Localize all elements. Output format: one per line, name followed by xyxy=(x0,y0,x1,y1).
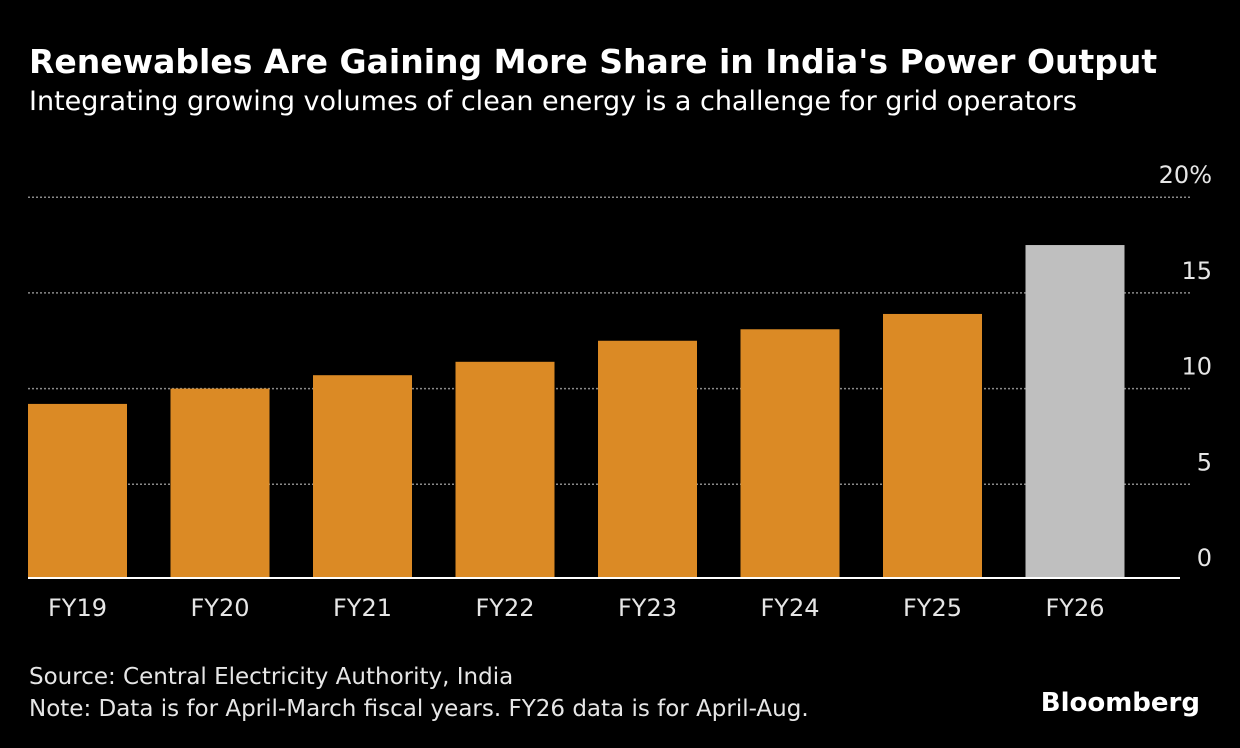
chart-title: Renewables Are Gaining More Share in Ind… xyxy=(29,42,1158,81)
x-tick-label: FY24 xyxy=(760,594,819,622)
x-tick-label: FY26 xyxy=(1045,594,1104,622)
x-tick-label: FY19 xyxy=(48,594,107,622)
bloomberg-logo: Bloomberg xyxy=(1040,688,1200,718)
y-tick-label: 5 xyxy=(1197,448,1212,476)
bar-chart: 0 5 10 15 20% FY19 FY20 FY21 FY22 FY23 FY24 FY25 FY2… xyxy=(28,161,1212,622)
chart-subtitle: Integrating growing volumes of clean ene… xyxy=(29,86,1077,117)
bar-fy19 xyxy=(28,403,127,578)
y-tick-label: 10 xyxy=(1181,353,1212,381)
x-tick-label: FY21 xyxy=(333,594,392,622)
x-tick-label: FY20 xyxy=(190,594,249,622)
bar-fy21 xyxy=(313,375,412,578)
bar-fy24 xyxy=(740,329,840,578)
y-tick-label: 0 xyxy=(1197,544,1212,572)
bar-fy20 xyxy=(170,388,270,578)
source-note: Source: Central Electricity Authority, I… xyxy=(29,664,514,690)
y-tick-label: 15 xyxy=(1181,257,1212,285)
y-tick-label: 20% xyxy=(1159,161,1212,189)
x-tick-label: FY23 xyxy=(618,594,677,622)
bar-fy23 xyxy=(598,340,697,578)
bar-fy26 xyxy=(1025,245,1125,579)
data-note: Note: Data is for April-March fiscal yea… xyxy=(29,696,809,722)
x-tick-label: FY22 xyxy=(475,594,534,622)
bar-fy22 xyxy=(455,361,555,578)
bar-fy25 xyxy=(883,313,982,578)
x-tick-label: FY25 xyxy=(903,594,962,622)
